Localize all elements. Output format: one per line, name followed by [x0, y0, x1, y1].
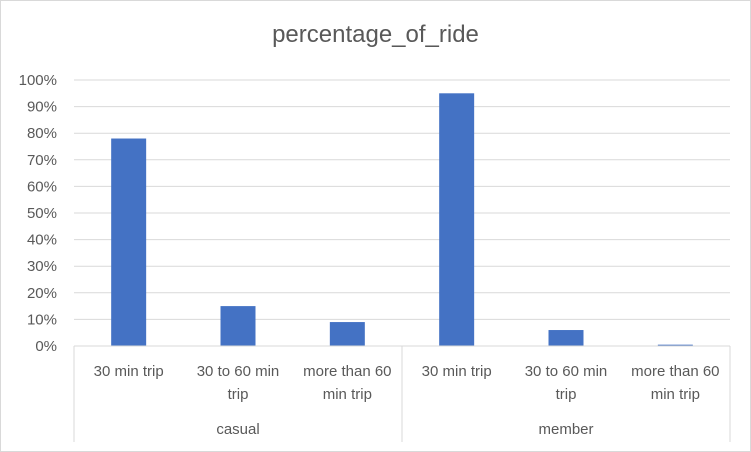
x-tick-label: more than 60	[303, 363, 391, 380]
bar	[439, 93, 475, 346]
y-tick-label: 70%	[27, 152, 57, 169]
y-tick-label: 40%	[27, 232, 57, 249]
x-tick-label: 30 to 60 min	[525, 363, 608, 380]
x-tick-label: 30 min trip	[422, 363, 492, 380]
y-tick-label: 0%	[35, 338, 57, 355]
x-tick-label: more than 60	[631, 363, 719, 380]
y-tick-label: 10%	[27, 311, 57, 328]
y-tick-label: 30%	[27, 258, 57, 275]
bar	[220, 306, 256, 346]
x-tick-label: min trip	[651, 386, 700, 403]
y-tick-label: 60%	[27, 178, 57, 195]
bar	[329, 322, 365, 346]
x-tick-label: trip	[228, 386, 249, 403]
y-tick-label: 100%	[19, 72, 57, 89]
group-label: member	[538, 421, 593, 438]
chart-title: percentage_of_ride	[272, 21, 479, 48]
x-tick-label: 30 min trip	[94, 363, 164, 380]
y-tick-label: 20%	[27, 285, 57, 302]
bar	[548, 330, 584, 346]
y-tick-label: 80%	[27, 125, 57, 142]
bar	[111, 138, 147, 346]
group-label: casual	[216, 421, 259, 438]
y-tick-label: 50%	[27, 205, 57, 222]
bar	[657, 344, 693, 346]
x-tick-label: trip	[556, 386, 577, 403]
x-tick-label: min trip	[323, 386, 372, 403]
y-tick-label: 90%	[27, 99, 57, 116]
x-tick-label: 30 to 60 min	[197, 363, 280, 380]
